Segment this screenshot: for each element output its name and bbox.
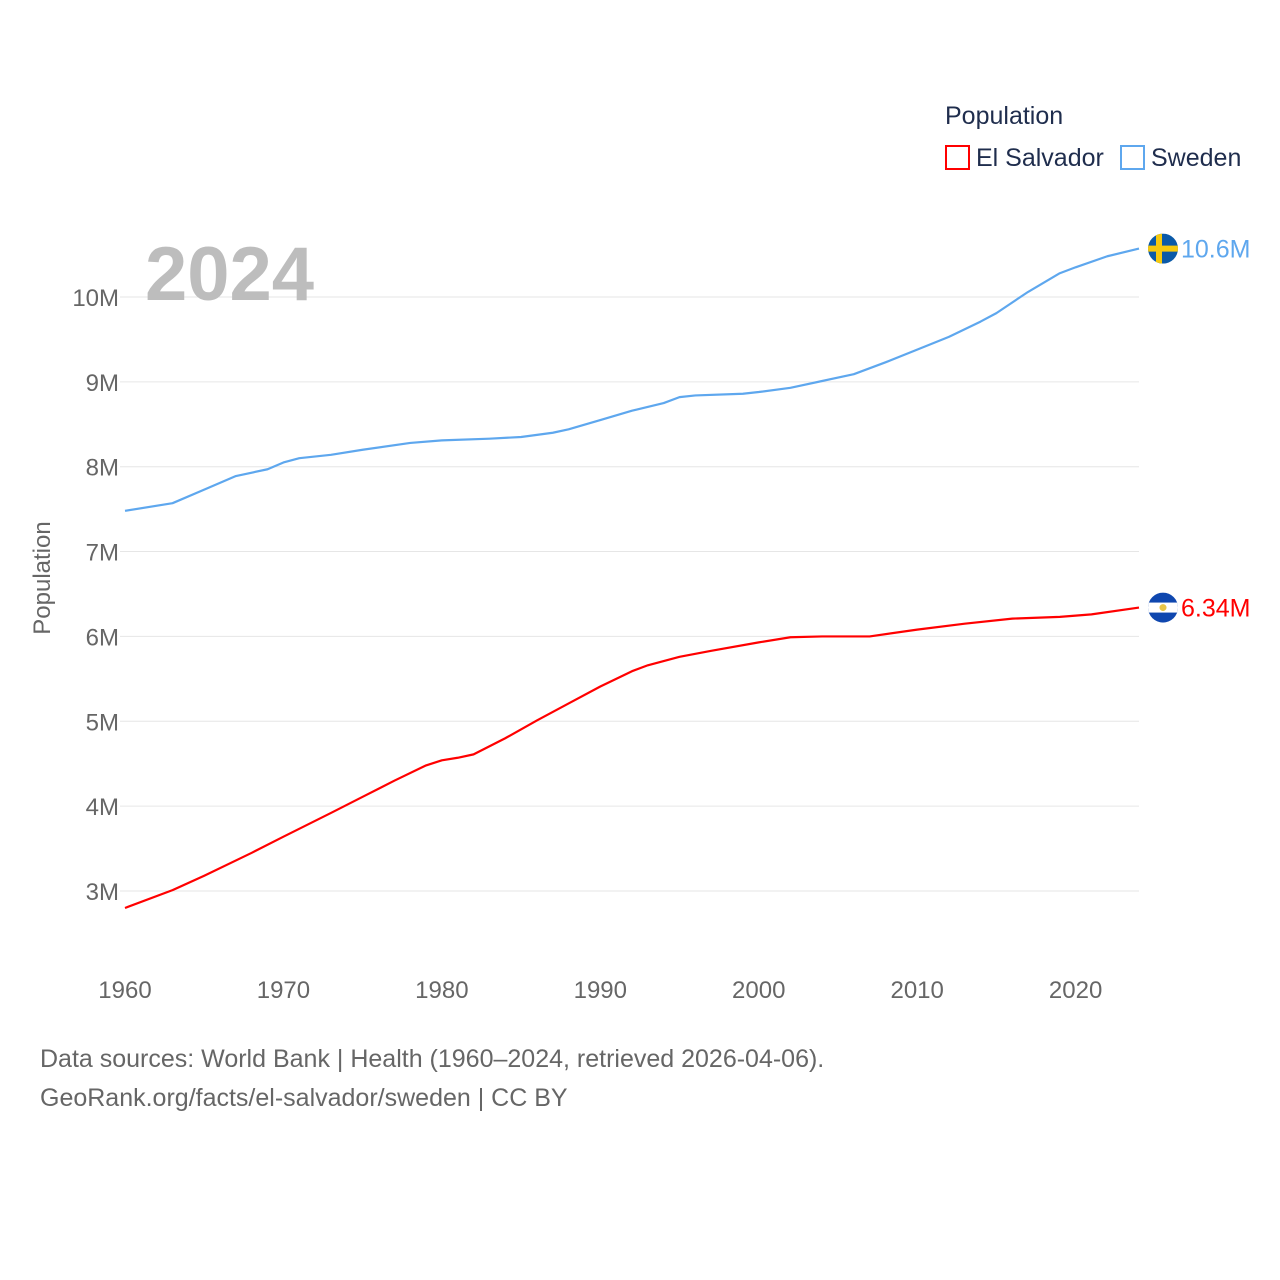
legend-swatch-el-salvador	[945, 145, 970, 170]
sweden-flag-icon	[1148, 233, 1178, 264]
series-end-markers: 6.34M 10.6M	[1148, 233, 1250, 623]
x-tick-label: 1960	[98, 977, 151, 1004]
y-tick-label: 4M	[86, 794, 119, 821]
el-salvador-flag-icon	[1148, 592, 1178, 623]
y-axis-ticks: 3M 4M 5M 6M 7M 8M 9M 10M	[72, 285, 119, 906]
x-tick-label: 2020	[1049, 977, 1102, 1004]
data-sources-text: Data sources: World Bank | Health (1960–…	[40, 1045, 825, 1073]
x-tick-label: 2000	[732, 977, 785, 1004]
y-tick-label: 3M	[86, 879, 119, 906]
source-link[interactable]: GeoRank.org/facts/el-salvador/sweden | C…	[40, 1084, 568, 1112]
big-year-label: 2024	[145, 232, 314, 317]
y-tick-label: 8M	[86, 455, 119, 482]
end-label-sweden: 10.6M	[1181, 236, 1250, 264]
series-line-el-salvador	[124, 606, 1140, 910]
series-line-sweden	[124, 247, 1140, 512]
legend-label-sweden: Sweden	[1151, 144, 1241, 172]
x-tick-label: 1990	[574, 977, 627, 1004]
y-tick-label: 9M	[86, 370, 119, 397]
end-label-el-salvador: 6.34M	[1181, 595, 1250, 623]
legend-title: Population	[945, 102, 1063, 130]
y-axis-label: Population	[29, 521, 56, 634]
legend-item-el-salvador[interactable]: El Salvador	[945, 144, 1104, 172]
x-tick-label: 1970	[257, 977, 310, 1004]
x-tick-label: 2010	[890, 977, 943, 1004]
y-tick-label: 6M	[86, 624, 119, 651]
x-axis-ticks: 1960 1970 1980 1990 2000 2010 2020	[98, 977, 1102, 1004]
y-tick-label: 7M	[86, 540, 119, 567]
legend-label-el-salvador: El Salvador	[976, 144, 1104, 172]
legend-item-sweden[interactable]: Sweden	[1120, 144, 1241, 172]
series-lines	[124, 247, 1140, 910]
legend-swatch-sweden	[1120, 145, 1145, 170]
y-tick-label: 10M	[72, 285, 119, 312]
gridlines	[120, 296, 1139, 892]
y-tick-label: 5M	[86, 709, 119, 736]
x-tick-label: 1980	[415, 977, 468, 1004]
legend: Population El Salvador Sweden	[945, 102, 1241, 172]
